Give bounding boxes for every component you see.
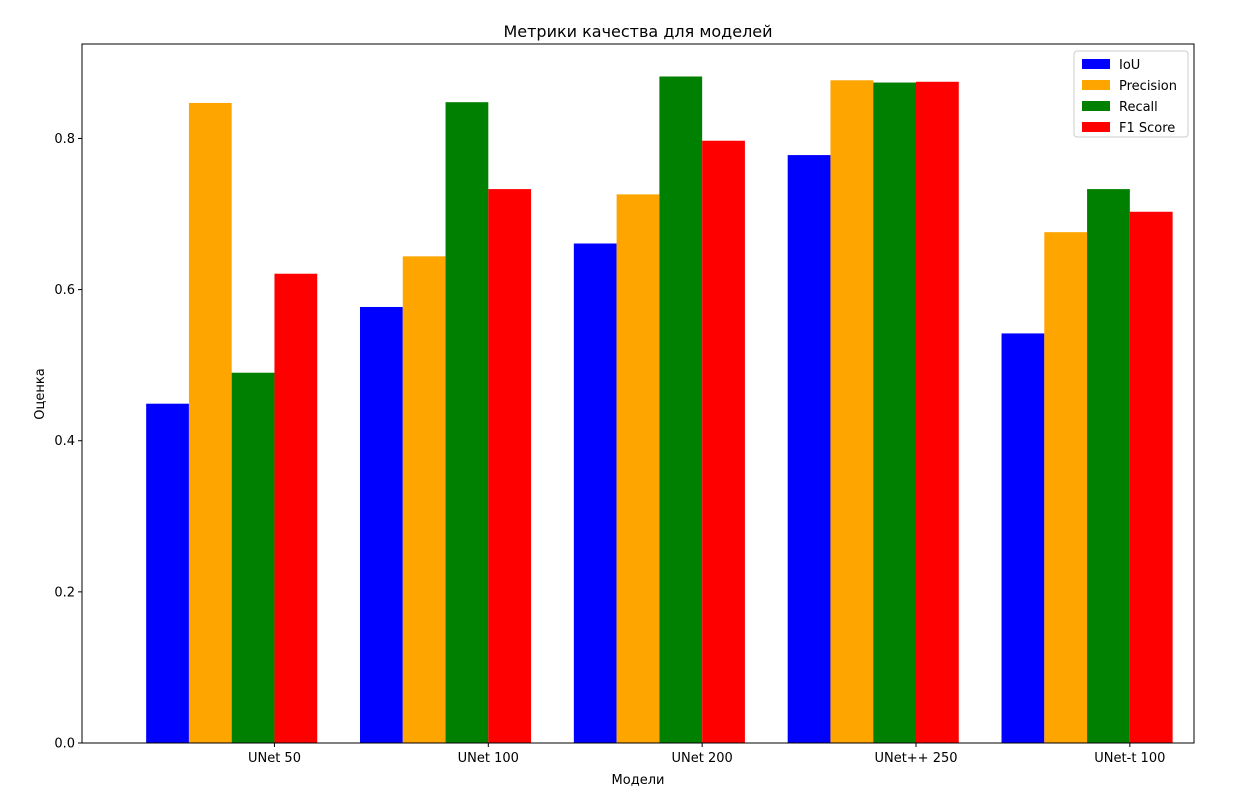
legend: IoU Precision Recall F1 Score	[1073, 50, 1189, 138]
bar-iou-1	[146, 403, 189, 743]
x-axis: UNet 50 UNet 100 UNet 200 UNet++ 250 UNet-t …	[248, 743, 1165, 766]
legend-label: Precision	[1119, 79, 1177, 94]
y-tick-label: 0.0	[54, 737, 75, 752]
bars-layer	[146, 76, 1173, 744]
legend-box	[1073, 50, 1189, 138]
x-tick-label: UNet 200	[672, 751, 733, 766]
legend-label: F1 Score	[1119, 121, 1175, 136]
bar-f1-score-5	[1129, 211, 1173, 743]
bar-precision-4	[830, 80, 874, 743]
y-tick-label: 0.2	[54, 585, 75, 600]
legend-swatch	[1082, 122, 1110, 132]
bar-precision-5	[1044, 232, 1088, 743]
bar-precision-3	[616, 194, 660, 743]
bar-iou-2	[360, 306, 403, 743]
legend-label: IoU	[1119, 58, 1140, 73]
bar-f1-score-1	[274, 273, 318, 743]
chart-title: Метрики качества для моделей	[503, 22, 772, 41]
bar-iou-5	[1001, 333, 1045, 743]
legend-label: Recall	[1119, 100, 1158, 115]
bar-iou-4	[787, 155, 831, 743]
legend-swatch	[1082, 59, 1110, 69]
bar-f1-score-3	[702, 140, 745, 743]
bar-f1-score-4	[916, 81, 959, 743]
plot-frame	[81, 43, 1195, 744]
y-tick-label: 0.4	[54, 434, 75, 449]
x-tick-label: UNet 100	[458, 751, 519, 766]
legend-swatch	[1082, 101, 1110, 111]
bar-precision-1	[188, 102, 232, 744]
bar-recall-5	[1087, 189, 1130, 744]
y-tick-label: 0.8	[54, 132, 75, 147]
x-tick-label: UNet++ 250	[874, 751, 957, 766]
bar-recall-3	[659, 76, 703, 743]
y-axis: 0.0 0.2 0.4 0.6 0.8	[54, 132, 82, 752]
x-tick-label: UNet 50	[248, 751, 301, 766]
bar-recall-2	[445, 102, 489, 744]
bar-iou-3	[573, 243, 617, 743]
x-tick-label: UNet-t 100	[1094, 751, 1165, 766]
x-axis-label: Модели	[612, 773, 665, 788]
legend-swatch	[1082, 80, 1110, 90]
bar-recall-1	[231, 372, 275, 743]
y-axis-label: Оценка	[33, 368, 48, 419]
bar-f1-score-2	[488, 189, 532, 744]
bar-recall-4	[873, 82, 916, 744]
bar-precision-2	[402, 256, 446, 743]
y-tick-label: 0.6	[54, 283, 75, 298]
